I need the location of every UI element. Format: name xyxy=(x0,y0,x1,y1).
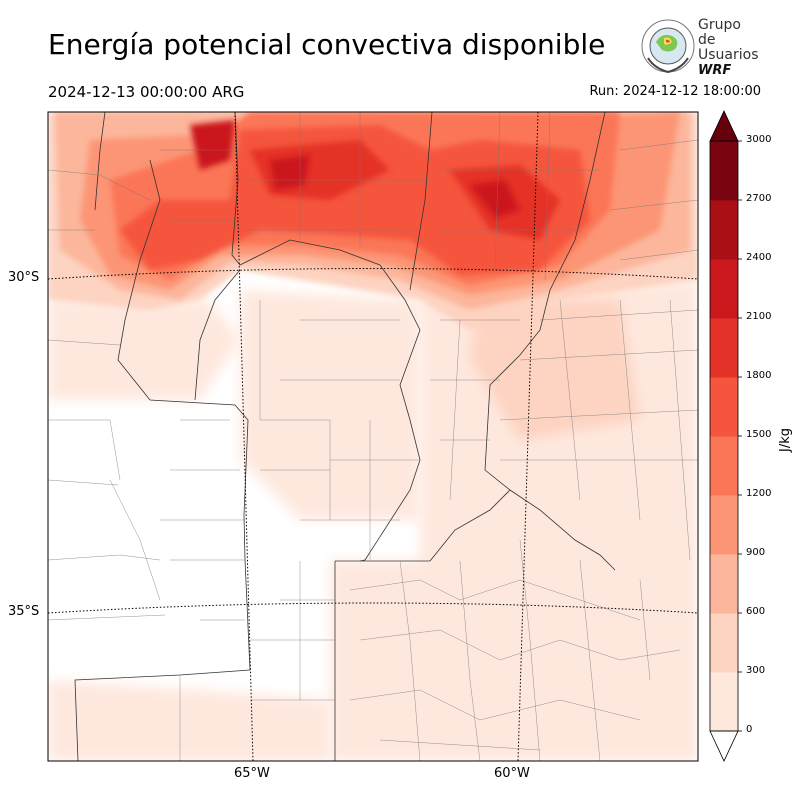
colorbar-tick-label: 900 xyxy=(746,547,766,558)
colorbar-bin xyxy=(710,318,738,378)
map-title: Energía potencial convectiva disponible xyxy=(48,28,606,61)
colorbar-tick-label: 600 xyxy=(746,606,766,617)
valid-time: 2024-12-13 00:00:00 ARG xyxy=(48,83,245,101)
wrf-users-logo: Grupo de Usuarios WRF xyxy=(640,17,760,78)
logo-line-1: Grupo de xyxy=(698,17,741,48)
wrf-globe-icon xyxy=(641,19,695,74)
logo-line-3: WRF xyxy=(698,63,732,78)
colorbar-tick-label: 0 xyxy=(746,724,753,735)
lon-label-60w: 60°W xyxy=(494,766,530,781)
colorbar-tick-label: 1200 xyxy=(746,488,772,499)
cape-field xyxy=(48,112,698,761)
colorbar-bin xyxy=(710,554,738,614)
colorbar-extend-min xyxy=(709,730,739,762)
logo-line-2: Usuarios xyxy=(698,47,759,63)
graticule xyxy=(48,112,698,761)
colorbar-extend-max xyxy=(709,110,739,142)
colorbar-tick-label: 300 xyxy=(746,665,766,676)
colorbar-tick-label: 3000 xyxy=(746,134,772,145)
run-time: Run: 2024-12-12 18:00:00 xyxy=(589,84,761,99)
colorbar-tick-label: 2400 xyxy=(746,252,772,263)
lat-label-30s: 30°S xyxy=(8,270,40,285)
lat-label-35s: 35°S xyxy=(8,604,40,619)
colorbar-bin xyxy=(710,613,738,673)
colorbar-tick-label: 2100 xyxy=(746,311,772,322)
colorbar-tick-label: 2700 xyxy=(746,193,772,204)
province-borders xyxy=(74,112,616,761)
colorbar-bin xyxy=(710,495,738,555)
colorbar-tick-label: 1800 xyxy=(746,370,772,381)
lat-line-30s xyxy=(48,268,698,280)
map-frame xyxy=(47,111,699,762)
colorbar-bin xyxy=(710,200,738,260)
colorbar-bin xyxy=(710,377,738,437)
colorbar-bin xyxy=(710,436,738,496)
colorbar-unit: J/kg xyxy=(778,428,793,452)
colorbar-bin xyxy=(710,672,738,732)
department-borders xyxy=(48,112,698,761)
colorbar-tick-label: 1500 xyxy=(746,429,772,440)
lon-label-65w: 65°W xyxy=(234,766,270,781)
colorbar-bin xyxy=(710,141,738,201)
colorbar xyxy=(709,110,742,762)
lat-line-35s xyxy=(48,602,698,614)
colorbar-bin xyxy=(710,259,738,319)
